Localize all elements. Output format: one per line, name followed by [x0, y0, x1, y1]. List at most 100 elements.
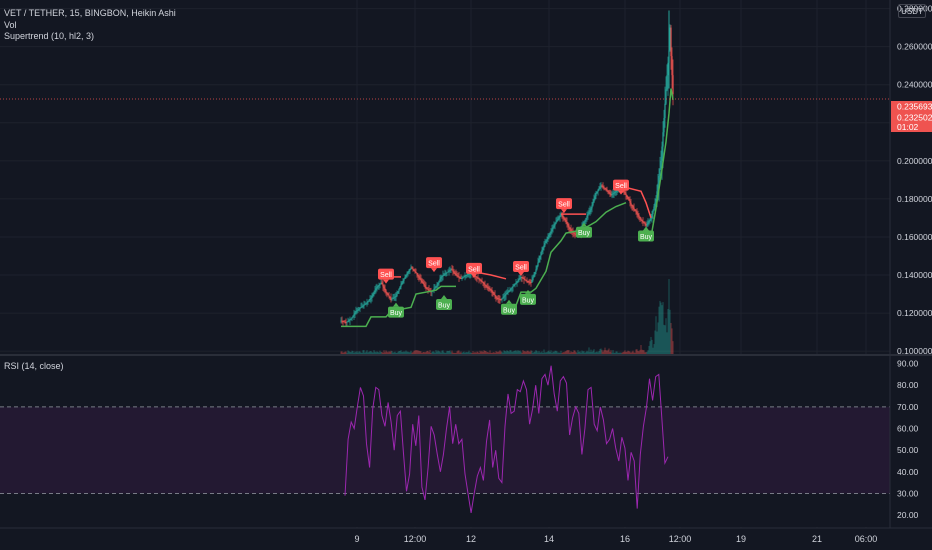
candle-body: [516, 281, 518, 283]
volume-bar: [524, 351, 526, 354]
volume-bar: [569, 352, 571, 354]
volume-bar: [500, 351, 502, 354]
candle-body: [555, 221, 557, 224]
volume-bar: [612, 350, 614, 354]
volume-bar: [634, 352, 636, 354]
candle-body: [561, 214, 563, 216]
volume-bar: [666, 332, 668, 354]
volume-bar: [370, 350, 372, 354]
candle-body: [506, 292, 508, 295]
candle-body: [346, 321, 348, 323]
candle-body: [556, 220, 558, 222]
candle-body: [663, 118, 665, 133]
volume-bar: [632, 350, 634, 354]
volume-bar: [575, 352, 577, 354]
candle-body: [485, 285, 487, 287]
candle-body: [500, 299, 502, 301]
candle-body: [446, 272, 448, 274]
rsi-axis-label: 40.00: [897, 467, 919, 477]
candle-body: [552, 227, 554, 230]
volume-bars: [340, 279, 674, 354]
candle-body: [387, 293, 389, 296]
symbol-legend[interactable]: VET / TETHER, 15, BINGBON, Heikin Ashi: [4, 8, 176, 18]
candle-body: [406, 273, 408, 276]
volume-bar: [408, 352, 410, 354]
volume-bar: [564, 351, 566, 354]
candle-body: [615, 191, 617, 193]
price-axis-label: 0.180000: [897, 194, 932, 204]
candle-body: [560, 214, 562, 216]
candle-body: [565, 220, 567, 222]
x-tick-label: 12:00: [404, 534, 427, 544]
volume-bar: [640, 345, 642, 354]
volume-bar: [437, 350, 439, 354]
candle-body: [595, 193, 597, 197]
volume-bar: [478, 352, 480, 354]
candle-body: [614, 192, 616, 193]
volume-legend[interactable]: Vol: [4, 20, 17, 30]
candle-body: [442, 275, 444, 277]
candle-body: [344, 321, 346, 323]
volume-bar: [353, 352, 355, 354]
volume-bar: [608, 348, 610, 354]
volume-bar: [546, 352, 548, 354]
volume-bar: [422, 352, 424, 354]
candle-body: [652, 210, 654, 215]
candle-body: [421, 280, 423, 283]
candle-body: [605, 188, 607, 190]
supertrend-legend[interactable]: Supertrend (10, hl2, 3): [4, 31, 95, 41]
sell-signal: Sell: [613, 179, 629, 195]
rsi-legend[interactable]: RSI (14, close): [4, 361, 64, 371]
volume-bar: [545, 352, 547, 354]
candle-body: [539, 255, 541, 260]
volume-bar: [354, 351, 356, 354]
volume-bar: [424, 352, 426, 354]
candle-body: [462, 277, 464, 279]
candle-body: [661, 146, 663, 161]
candle-body: [370, 297, 372, 299]
candle-body: [545, 240, 547, 244]
volume-bar: [639, 349, 641, 354]
volume-bar: [458, 350, 460, 354]
volume-bar: [384, 352, 386, 354]
volume-bar: [508, 351, 510, 354]
volume-bar: [461, 352, 463, 354]
candle-body: [590, 208, 592, 211]
volume-bar: [343, 352, 345, 354]
candle-body: [486, 286, 488, 288]
volume-bar: [651, 339, 653, 354]
volume-bar: [472, 351, 474, 354]
currency-button[interactable]: USDT: [898, 4, 926, 18]
candle-body: [609, 192, 611, 194]
candle-body: [355, 311, 357, 313]
volume-bar: [579, 351, 581, 354]
candle-body: [440, 276, 442, 279]
volume-bar: [607, 349, 609, 354]
candle-body: [494, 294, 496, 297]
candle-body: [613, 192, 615, 194]
volume-bar: [341, 351, 343, 354]
volume-bar: [380, 351, 382, 354]
candle-body: [383, 286, 385, 289]
candle-body: [354, 312, 356, 315]
volume-bar: [488, 352, 490, 354]
candle-body: [390, 298, 392, 300]
candle-body: [647, 222, 649, 225]
x-tick-label: 16: [620, 534, 630, 544]
buy-signal: Buy: [638, 226, 654, 242]
volume-bar: [372, 352, 374, 354]
volume-bar: [558, 352, 560, 354]
volume-bar: [404, 351, 406, 354]
candle-body: [465, 275, 467, 276]
volume-bar: [600, 348, 602, 354]
volume-bar: [345, 351, 347, 354]
candle-body: [374, 290, 376, 293]
rsi-line: [344, 365, 669, 513]
candle-body: [391, 298, 393, 300]
candle-body: [378, 284, 380, 287]
volume-bar: [543, 349, 545, 354]
candle-body: [433, 288, 435, 290]
volume-bar: [445, 352, 447, 354]
candle-body: [423, 283, 425, 286]
candle-body: [530, 282, 532, 284]
